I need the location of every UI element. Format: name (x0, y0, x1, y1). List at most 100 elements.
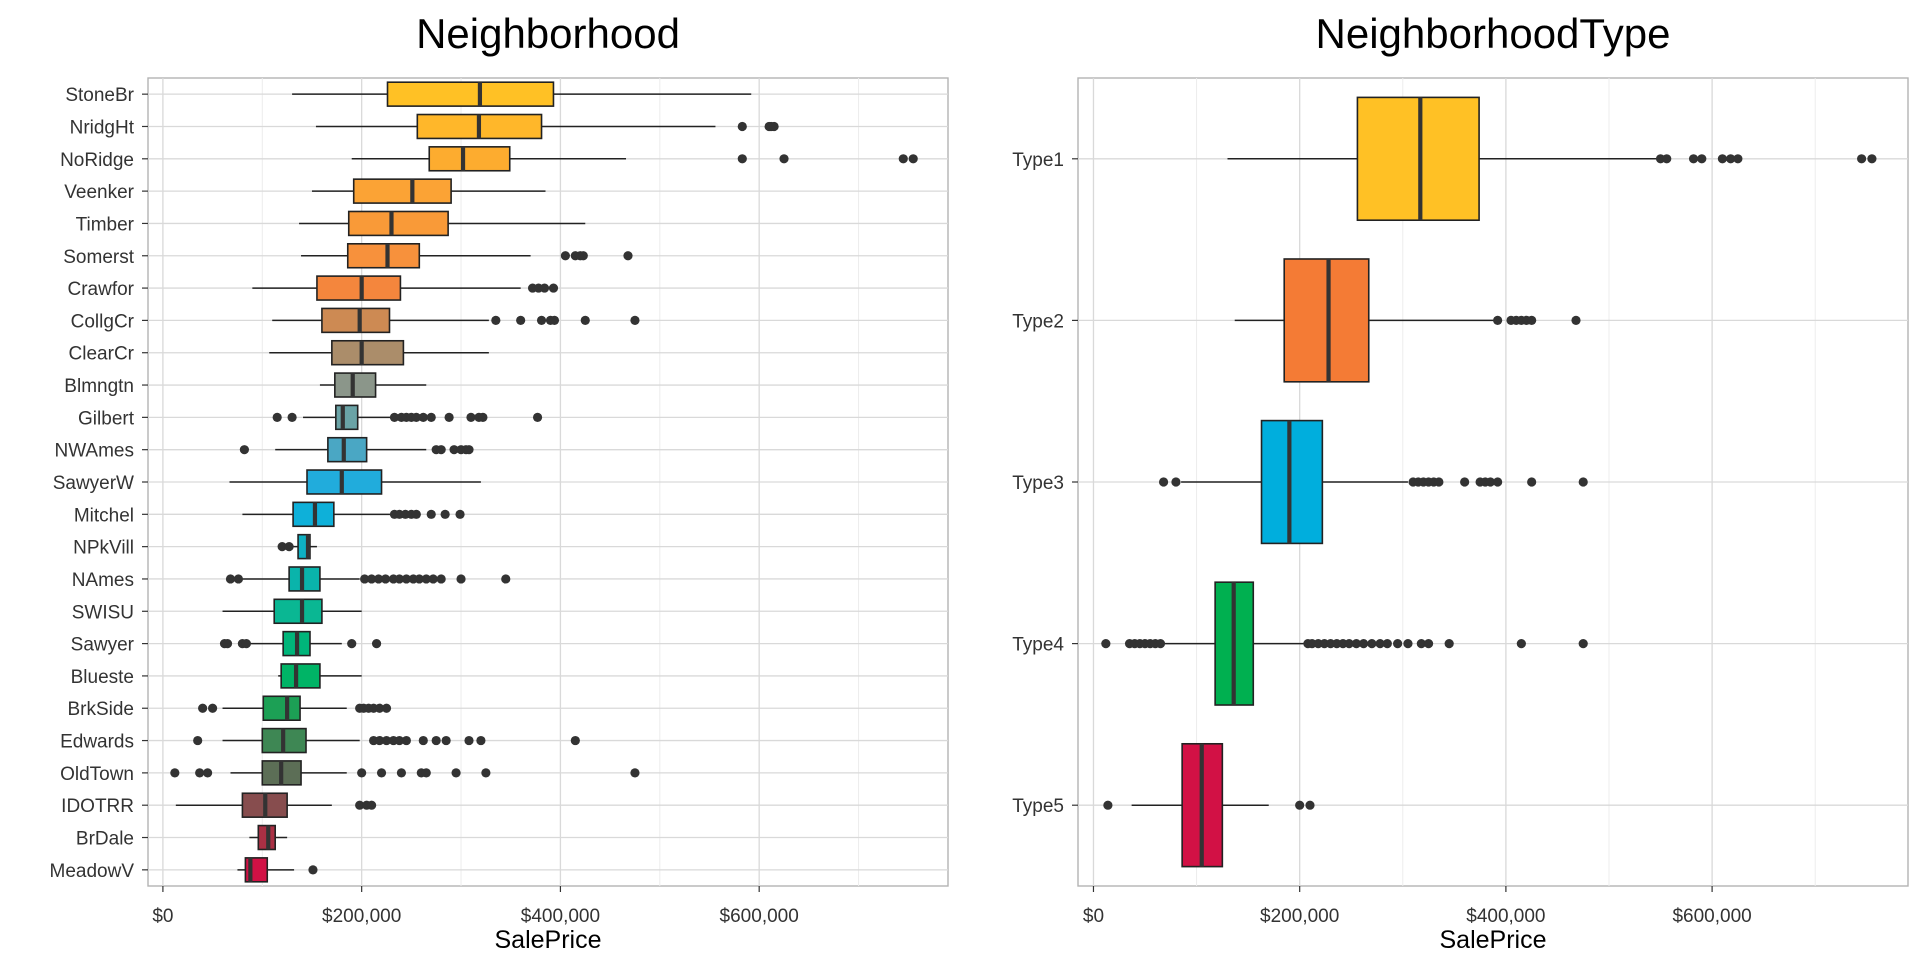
box-sawyerw (229, 469, 481, 495)
box-type1 (1227, 96, 1877, 222)
outlier-point (1726, 154, 1736, 164)
x-tick-label: $200,000 (322, 906, 401, 927)
outlier-point (233, 574, 244, 584)
outlier-point (414, 574, 424, 584)
outlier-point (360, 574, 370, 584)
outlier-point (389, 412, 400, 422)
box-somerst (301, 243, 633, 269)
x-tick-label: $400,000 (521, 906, 600, 927)
iqr-box (331, 339, 405, 366)
outlier-point (1416, 639, 1426, 649)
box-nwames (239, 436, 474, 463)
outlier-point (401, 735, 411, 746)
outlier-point (418, 412, 428, 422)
iqr-box (334, 372, 377, 398)
outlier-point (1578, 639, 1588, 649)
x-tick-label: $0 (1083, 906, 1104, 927)
outlier-point (284, 542, 294, 552)
outlier-point (239, 445, 249, 455)
outlier-point (355, 800, 365, 810)
outlier-point (769, 121, 779, 132)
iqr-box (1260, 419, 1324, 545)
outlier-point (578, 251, 588, 261)
box-swisu (222, 598, 362, 625)
outlier-point (441, 735, 451, 746)
panel-neighborhood: Neighborhood StoneBr NridgHt NoRidge Veenke… (50, 10, 949, 954)
outlier-point (1434, 477, 1444, 487)
outlier-point (1697, 154, 1707, 164)
outlier-point (1493, 477, 1503, 487)
category-label: NAmes (72, 570, 134, 591)
box-type4 (1101, 581, 1588, 706)
iqr-box (321, 307, 391, 334)
outlier-point (1867, 154, 1877, 164)
box-type5 (1103, 742, 1315, 868)
outlier-point (418, 735, 428, 746)
box-noridge (351, 146, 918, 172)
outlier-point (373, 574, 384, 584)
outlier-point (455, 509, 465, 519)
outlier-point (381, 703, 392, 713)
outlier-point (207, 703, 218, 713)
outlier-point (411, 412, 421, 422)
outlier-point (347, 639, 357, 649)
x-axis-title-neighborhoodtype: SalePrice (1440, 926, 1547, 954)
iqr-box (428, 146, 511, 172)
outlier-point (1103, 800, 1113, 810)
outlier-point (394, 735, 405, 746)
outlier-point (1375, 639, 1385, 649)
boxes-neighborhoodtype (1101, 96, 1877, 868)
category-label: Timber (76, 214, 135, 235)
outlier-point (1485, 477, 1496, 487)
outlier-point (549, 315, 560, 325)
x-tick-label: $600,000 (1672, 906, 1751, 927)
outlier-point (1571, 315, 1581, 325)
iqr-box (346, 243, 421, 269)
box-meadowv (237, 857, 318, 883)
outlier-point (1423, 639, 1434, 649)
iqr-box (288, 566, 321, 592)
x-tick-label: $400,000 (1466, 906, 1545, 927)
iqr-box (306, 469, 383, 495)
outlier-point (1367, 639, 1377, 649)
outlier-point (1857, 154, 1867, 164)
outlier-point (272, 412, 282, 422)
box-oldtown (170, 760, 640, 786)
box-collgcr (272, 307, 640, 334)
outlier-point (401, 574, 411, 584)
box-stonebr (292, 81, 752, 107)
outlier-point (444, 412, 454, 422)
box-names (225, 566, 511, 592)
outlier-point (1155, 639, 1166, 649)
x-axis-labels-neighborhood: $0 $200,000 $400,000 $600,000 (152, 886, 799, 927)
iqr-box (327, 436, 368, 463)
chart-title-neighborhood: Neighborhood (416, 10, 680, 57)
outlier-point (222, 639, 233, 649)
outlier-point (428, 574, 438, 584)
outlier-point (1101, 639, 1111, 649)
outlier-point (367, 574, 377, 584)
outlier-point (1359, 639, 1369, 649)
outlier-point (1493, 315, 1503, 325)
outlier-point (421, 768, 431, 778)
outlier-point (1662, 154, 1672, 164)
outlier-point (536, 315, 547, 325)
x-tick-label: $200,000 (1260, 906, 1339, 927)
category-label: Blmngtn (64, 376, 134, 397)
outlier-point (371, 639, 382, 649)
box-type2 (1234, 258, 1581, 383)
box-type3 (1158, 419, 1588, 545)
category-label: IDOTRR (61, 796, 134, 817)
boxes-neighborhood (170, 81, 918, 883)
category-label: CollgCr (71, 311, 135, 332)
outlier-point (308, 865, 318, 875)
outlier-point (374, 703, 385, 713)
outlier-point (623, 251, 633, 261)
category-label: Type1 (1012, 150, 1064, 171)
category-label: Gilbert (78, 408, 135, 429)
iqr-box (386, 81, 555, 107)
outlier-point (374, 735, 385, 746)
category-label: SWISU (72, 602, 134, 623)
outlier-point (287, 412, 297, 422)
